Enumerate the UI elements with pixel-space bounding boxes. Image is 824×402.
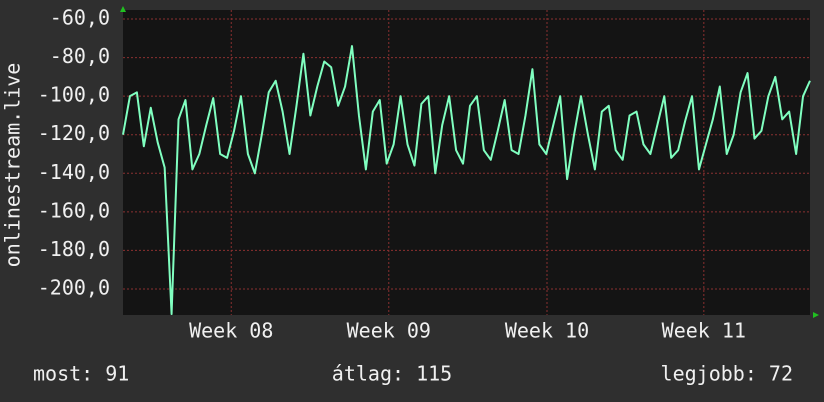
x-tick-label: Week 08 bbox=[189, 319, 273, 343]
footer-best: legjobb: 72 bbox=[661, 362, 793, 386]
y-tick-label: -180,0 bbox=[38, 237, 110, 261]
y-tick-label: -80,0 bbox=[50, 44, 110, 68]
y-tick-label: -60,0 bbox=[50, 6, 110, 30]
plot: -60,0 -80,0 -100,0 -120,0 -140,0 -160,0 -180,0… bbox=[38, 6, 811, 343]
y-tick-label: -200,0 bbox=[38, 275, 110, 299]
y-axis-label: onlinestream.live bbox=[1, 63, 25, 268]
x-axis-arrow bbox=[813, 312, 819, 318]
x-tick-label: Week 11 bbox=[662, 319, 746, 343]
series-line bbox=[122, 45, 811, 316]
y-tick-label: -140,0 bbox=[38, 160, 110, 184]
y-tick-label: -160,0 bbox=[38, 198, 110, 222]
x-tick-label: Week 09 bbox=[347, 319, 431, 343]
footer-average: átlag: 115 bbox=[332, 362, 452, 386]
y-axis-arrow bbox=[120, 6, 126, 12]
plot-area bbox=[123, 10, 810, 315]
y-tick-label: -120,0 bbox=[38, 121, 110, 145]
y-tick-label: -100,0 bbox=[38, 83, 110, 107]
x-tick-label: Week 10 bbox=[505, 319, 589, 343]
footer-current: most: 91 bbox=[33, 362, 129, 386]
